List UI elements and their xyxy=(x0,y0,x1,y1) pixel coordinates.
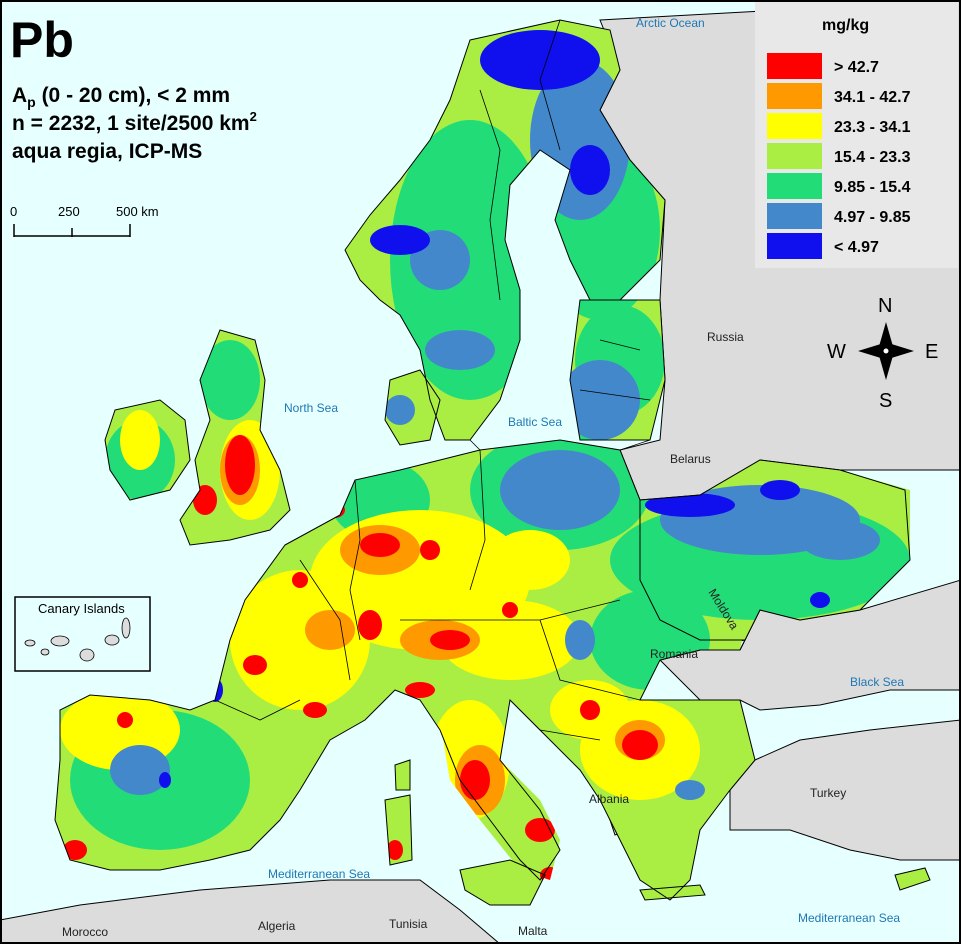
compass-rose: N S W E xyxy=(827,295,938,412)
legend-swatch xyxy=(767,233,822,259)
label-mediterranean-sea-west: Mediterranean Sea xyxy=(268,867,370,881)
legend-swatch xyxy=(767,113,822,139)
element-symbol: Pb xyxy=(10,12,74,68)
legend-swatch xyxy=(767,53,822,79)
legend-label: 15.4 - 23.3 xyxy=(834,149,911,166)
legend-swatch xyxy=(767,143,822,169)
legend-title: mg/kg xyxy=(822,17,869,34)
label-romania: Romania xyxy=(650,647,698,661)
country-borders xyxy=(214,19,651,741)
compass-n: N xyxy=(878,295,892,317)
title-line-1: Ap (0 - 20 cm), < 2 mm xyxy=(12,84,230,110)
legend-classes: > 42.7 34.1 - 42.7 23.3 - 34.1 15.4 - 23.3 9… xyxy=(767,53,911,259)
compass-s: S xyxy=(879,390,892,412)
label-belarus: Belarus xyxy=(670,452,711,466)
land-outlines xyxy=(54,19,931,906)
compass-e: E xyxy=(925,341,938,363)
scale-tick-0: 0 xyxy=(10,204,17,219)
inset-label: Canary Islands xyxy=(38,601,125,616)
label-algeria: Algeria xyxy=(258,919,296,933)
label-morocco: Morocco xyxy=(62,925,108,939)
label-turkey: Turkey xyxy=(810,786,846,800)
legend-label: < 4.97 xyxy=(834,239,879,256)
scale-tick-500: 500 km xyxy=(116,204,159,219)
legend-swatch xyxy=(767,173,822,199)
canary-islands-inset: Canary Islands xyxy=(14,596,151,672)
label-malta: Malta xyxy=(518,924,548,938)
label-black-sea: Black Sea xyxy=(850,675,904,689)
label-tunisia: Tunisia xyxy=(389,917,428,931)
label-albania: Albania xyxy=(589,792,629,806)
legend-label: > 42.7 xyxy=(834,59,879,76)
legend-label: 34.1 - 42.7 xyxy=(834,89,911,106)
label-mediterranean-sea-east: Mediterranean Sea xyxy=(798,911,900,925)
title-line-2: n = 2232, 1 site/2500 km2 xyxy=(12,109,257,135)
legend-label: 9.85 - 15.4 xyxy=(834,179,911,196)
label-baltic-sea: Baltic Sea xyxy=(508,415,562,429)
label-arctic-ocean: Arctic Ocean xyxy=(636,16,705,30)
compass-w: W xyxy=(827,341,846,363)
legend-label: 23.3 - 34.1 xyxy=(834,119,911,136)
legend-swatch xyxy=(767,83,822,109)
scale-tick-250: 250 xyxy=(58,204,80,219)
legend: mg/kg > 42.7 34.1 - 42.7 23.3 - 34.1 15.4 -… xyxy=(755,2,958,268)
legend-swatch xyxy=(767,203,822,229)
legend-label: 4.97 - 9.85 xyxy=(834,209,911,226)
label-russia: Russia xyxy=(707,330,744,344)
title-line-3: aqua regia, ICP-MS xyxy=(12,140,202,163)
scale-bar: 0 250 500 km xyxy=(10,204,159,237)
label-north-sea: North Sea xyxy=(284,401,338,415)
